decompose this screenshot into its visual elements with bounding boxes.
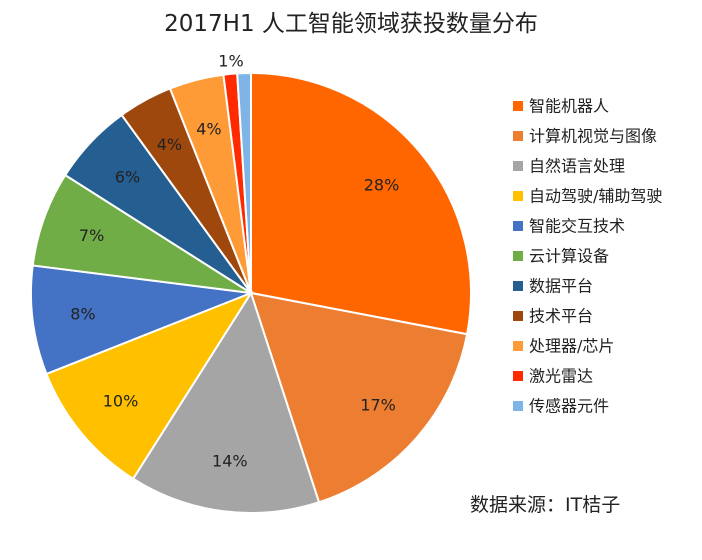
slice-label: 4% [196,119,221,138]
legend-label: 智能机器人 [529,97,609,116]
pie-slice [250,71,472,336]
legend-swatch [513,281,523,291]
legend-swatch [513,401,523,411]
legend-label: 传感器元件 [529,397,609,416]
legend-label: 激光雷达 [529,367,593,386]
legend-label: 计算机视觉与图像 [529,127,657,146]
legend-swatch [513,221,523,231]
legend-swatch [513,251,523,261]
pie-slice [45,290,254,481]
slice-label: 4% [157,135,182,154]
legend-label: 数据平台 [529,277,593,296]
slice-label: 6% [115,168,140,187]
pie-slice [236,71,252,294]
slice-label: 8% [70,305,95,324]
legend-swatch [513,341,523,351]
legend-swatch [513,101,523,111]
legend-label: 云计算设备 [529,247,609,266]
chart-title: 2017H1 人工智能领域获投数量分布 [164,11,538,37]
legend-swatch [513,161,523,171]
legend-swatch [513,311,523,321]
slice-label: 10% [103,392,139,411]
legend-swatch [513,371,523,381]
legend-label: 智能交互技术 [529,217,625,236]
legend-label: 自动驾驶/辅助驾驶 [529,187,662,206]
legend-swatch [513,131,523,141]
slice-label: 14% [212,452,248,471]
slice-label: 17% [360,396,396,415]
pie-slice [131,290,321,514]
pie-slice [249,291,469,504]
legend-label: 自然语言处理 [529,157,625,176]
slice-label: 7% [79,226,104,245]
legend-label: 处理器/芯片 [529,337,614,356]
legend-swatch [513,191,523,201]
pie-slice [30,264,252,376]
slice-label: 1% [218,52,243,71]
source-note: 数据来源：IT桔子 [470,494,621,516]
slice-label: 28% [364,176,400,195]
legend-label: 技术平台 [529,307,593,326]
